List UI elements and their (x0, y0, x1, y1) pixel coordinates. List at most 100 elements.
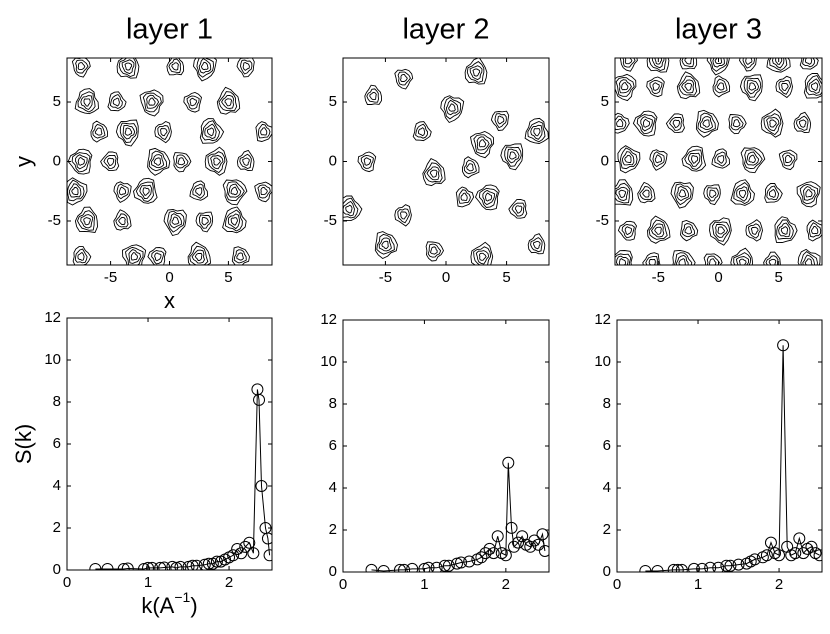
panel: layer 2 -5 0 5 -5 0 5 (324, 14, 550, 286)
contour-line (703, 184, 721, 206)
y-tick-label: 2 (329, 521, 337, 538)
contour-line (113, 181, 132, 203)
contour-peak (364, 84, 382, 105)
contour-line (775, 75, 793, 99)
contour-line (651, 58, 665, 69)
contour-line (236, 58, 255, 78)
contour-line (624, 226, 632, 236)
contour-line (77, 91, 96, 113)
contour-line (714, 58, 723, 65)
contour-peak (642, 252, 661, 265)
contour-line (750, 226, 759, 235)
contour-peak (766, 58, 791, 73)
contour-peak (255, 121, 272, 142)
contour-line (811, 225, 819, 235)
plot-area (365, 456, 549, 572)
contour-peak (778, 149, 798, 171)
contour-line (154, 120, 172, 144)
contour-line (637, 181, 656, 204)
contour-line (802, 254, 816, 265)
contour-line (218, 91, 238, 112)
contour-peak (711, 148, 730, 169)
plot-area (67, 58, 272, 265)
contour-peak (615, 250, 633, 265)
contour-line (482, 189, 495, 206)
contour-peak (470, 241, 494, 265)
contour-line (118, 186, 127, 196)
x-tick-label: 0 (165, 269, 173, 286)
contour-line (712, 221, 731, 242)
contour-line (213, 157, 221, 166)
contour-peak (189, 180, 209, 201)
contour-line (799, 58, 819, 70)
contour-line (530, 237, 543, 253)
contour-peak (799, 58, 819, 70)
contour-line (195, 187, 203, 196)
contour-peak (133, 177, 158, 204)
contour-line (151, 154, 165, 169)
contour-line (500, 143, 524, 171)
contour-peak (745, 219, 763, 242)
contour-peak (647, 215, 671, 244)
contour-line (706, 255, 720, 265)
contour-peak (412, 121, 432, 142)
contour-line (429, 246, 438, 255)
contour-line (364, 84, 382, 105)
contour-line (485, 192, 493, 202)
contour-line (343, 195, 363, 221)
contour-line (189, 180, 209, 201)
contour-line (475, 250, 490, 265)
contour-line (714, 151, 727, 167)
contour-line (121, 59, 135, 75)
contour-line (167, 210, 185, 233)
contour-peak (806, 219, 822, 242)
contour-peak (163, 209, 187, 237)
contour-line (83, 217, 91, 226)
contour-line (654, 154, 663, 164)
contour-line (687, 152, 701, 167)
contour-line (445, 99, 459, 116)
contour-line (226, 181, 245, 202)
contour-line (147, 147, 171, 176)
contour-line (507, 148, 520, 164)
contour-line (619, 58, 638, 72)
contour-line (684, 58, 692, 65)
contour-line (168, 58, 182, 73)
contour-line (258, 123, 271, 139)
contour-line (160, 128, 168, 137)
contour-line (146, 94, 160, 109)
contour-peak (615, 73, 637, 102)
contour-line (83, 98, 91, 107)
contour-line (745, 151, 760, 166)
contour-line (478, 187, 498, 208)
contour-line (745, 58, 753, 65)
contour-line (717, 226, 726, 235)
contour-line (681, 145, 707, 172)
y-tick-label: -5 (324, 212, 337, 229)
contour-line (426, 166, 440, 181)
contour-line (678, 258, 686, 265)
contour-line (92, 123, 106, 139)
contour-line (640, 116, 653, 132)
contour-line (615, 77, 635, 97)
contour-line (497, 115, 505, 125)
contour-peak (649, 149, 668, 171)
data-point (487, 547, 500, 560)
data-point (210, 555, 223, 568)
contour-line (397, 71, 411, 86)
y-tick-label: 0 (603, 563, 611, 580)
contour-line (739, 74, 763, 102)
data-point (442, 559, 455, 572)
contour-line (230, 217, 238, 226)
x-tick-label: 2 (225, 574, 233, 591)
contour-line (678, 189, 687, 198)
data-line (645, 345, 820, 572)
contour-line (77, 156, 85, 166)
contour-line (224, 98, 233, 107)
panel-title: layer 3 (675, 14, 762, 46)
contour-line (412, 121, 432, 142)
contour-line (681, 223, 696, 238)
contour-line (260, 186, 268, 196)
